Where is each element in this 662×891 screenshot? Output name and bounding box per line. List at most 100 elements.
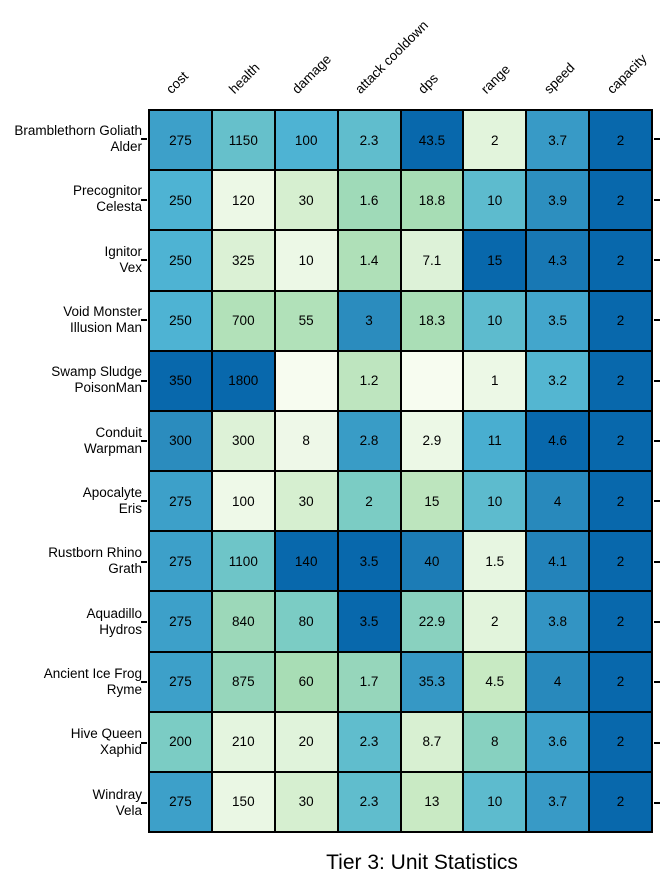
heatmap-cell: 275 <box>150 592 211 651</box>
heatmap-cell: 30 <box>275 772 337 831</box>
heatmap-cell: 3.9 <box>527 171 589 230</box>
row-label-line: Celesta <box>96 199 142 215</box>
axis-tick <box>141 500 147 503</box>
heatmap-cell: 325 <box>212 231 274 290</box>
heatmap-cell: 10 <box>464 772 526 831</box>
heatmap-cell: 3.2 <box>527 351 589 410</box>
row-label-line: Ancient Ice Frog <box>43 666 142 682</box>
heatmap-cell: 2 <box>590 772 651 831</box>
row-label-line: Alder <box>110 139 142 155</box>
row-label-line: Precognitor <box>72 183 142 199</box>
heatmap-cell: 80 <box>275 592 337 651</box>
row-label-line: Vela <box>115 802 142 818</box>
heatmap-cell: 2 <box>464 592 526 651</box>
heatmap-cell: 2.3 <box>338 712 400 771</box>
row-label: Ancient Ice Frog Ryme <box>0 652 142 712</box>
heatmap-cell: 2 <box>590 472 651 531</box>
heatmap-cell: 1100 <box>212 532 274 591</box>
heatmap-cell: 2 <box>590 411 651 470</box>
row-label: Hive Queen Xaphid <box>0 712 142 772</box>
heatmap-cell <box>401 351 463 410</box>
heatmap-cell: 13 <box>401 772 463 831</box>
heatmap-cell <box>275 351 337 410</box>
heatmap-cell: 350 <box>150 351 211 410</box>
heatmap-cell: 275 <box>150 111 211 170</box>
heatmap-cell: 4.3 <box>527 231 589 290</box>
column-header: range <box>478 61 514 97</box>
heatmap-cell: 150 <box>212 772 274 831</box>
row-label-line: Ignitor <box>104 243 142 259</box>
row-label: Aquadillo Hydros <box>0 592 142 652</box>
row-label-line: Vex <box>119 259 142 275</box>
heatmap-cell: 7.1 <box>401 231 463 290</box>
heatmap-cell: 15 <box>464 231 526 290</box>
heatmap-cell: 3.5 <box>338 592 400 651</box>
heatmap-cell: 2 <box>590 231 651 290</box>
heatmap-cell: 8.7 <box>401 712 463 771</box>
heatmap-cell: 2 <box>590 652 651 711</box>
row-label: Conduit Warpman <box>0 411 142 471</box>
row-label-line: Grath <box>108 561 142 577</box>
row-label-line: Xaphid <box>99 742 142 758</box>
axis-tick <box>141 258 147 261</box>
heatmap-cell: 2 <box>590 532 651 591</box>
heatmap-cell: 2.9 <box>401 411 463 470</box>
row-label: Bramblethorn Goliath Alder <box>0 109 142 169</box>
heatmap-cell: 4 <box>527 472 589 531</box>
axis-tick <box>654 198 660 201</box>
heatmap-cell: 210 <box>212 712 274 771</box>
axis-tick <box>141 620 147 623</box>
row-label-line: Warpman <box>83 440 142 456</box>
axis-tick <box>654 560 660 563</box>
heatmap-cell: 3 <box>338 291 400 350</box>
heatmap-cell: 55 <box>275 291 337 350</box>
row-label: Void Monster Illusion Man <box>0 290 142 350</box>
heatmap-cell: 2 <box>338 472 400 531</box>
axis-tick <box>141 681 147 684</box>
heatmap-cell: 3.5 <box>527 291 589 350</box>
heatmap-cell: 1.5 <box>464 532 526 591</box>
heatmap-cell: 10 <box>464 472 526 531</box>
axis-tick <box>141 801 147 804</box>
axis-tick <box>654 439 660 442</box>
heatmap-cell: 4 <box>527 652 589 711</box>
heatmap-cell: 875 <box>212 652 274 711</box>
heatmap-cell: 10 <box>275 231 337 290</box>
heatmap-cell: 2 <box>590 171 651 230</box>
axis-tick <box>654 801 660 804</box>
heatmap-cell: 30 <box>275 472 337 531</box>
column-header: damage <box>288 51 334 97</box>
heatmap-cell: 1.6 <box>338 171 400 230</box>
axis-tick <box>141 439 147 442</box>
heatmap-cell: 8 <box>275 411 337 470</box>
heatmap-cell: 1 <box>464 351 526 410</box>
heatmap-cell: 60 <box>275 652 337 711</box>
heatmap-cell: 140 <box>275 532 337 591</box>
heatmap-cell: 18.3 <box>401 291 463 350</box>
heatmap-cell: 275 <box>150 772 211 831</box>
row-label-line: Hive Queen <box>70 726 142 742</box>
axis-tick <box>141 138 147 141</box>
axis-tick <box>141 379 147 382</box>
heatmap-cell: 3.6 <box>527 712 589 771</box>
heatmap-cell: 1150 <box>212 111 274 170</box>
axis-tick <box>654 138 660 141</box>
row-label-line: Hydros <box>99 621 142 637</box>
row-label-line: Void Monster <box>63 304 142 320</box>
row-label-line: Aquadillo <box>86 605 142 621</box>
row-label-line: Eris <box>118 501 142 517</box>
heatmap-cell: 2 <box>590 351 651 410</box>
column-header: dps <box>415 70 442 97</box>
heatmap-cell: 10 <box>464 291 526 350</box>
column-header: capacity <box>604 50 651 97</box>
row-label-line: Bramblethorn Goliath <box>14 123 142 139</box>
heatmap-cell: 22.9 <box>401 592 463 651</box>
heatmap-cell: 1.7 <box>338 652 400 711</box>
heatmap-cell: 3.7 <box>527 772 589 831</box>
axis-tick <box>654 681 660 684</box>
row-label: Windray Vela <box>0 773 142 833</box>
heatmap-cell: 30 <box>275 171 337 230</box>
row-label: Apocalyte Eris <box>0 471 142 531</box>
heatmap-cell: 275 <box>150 472 211 531</box>
